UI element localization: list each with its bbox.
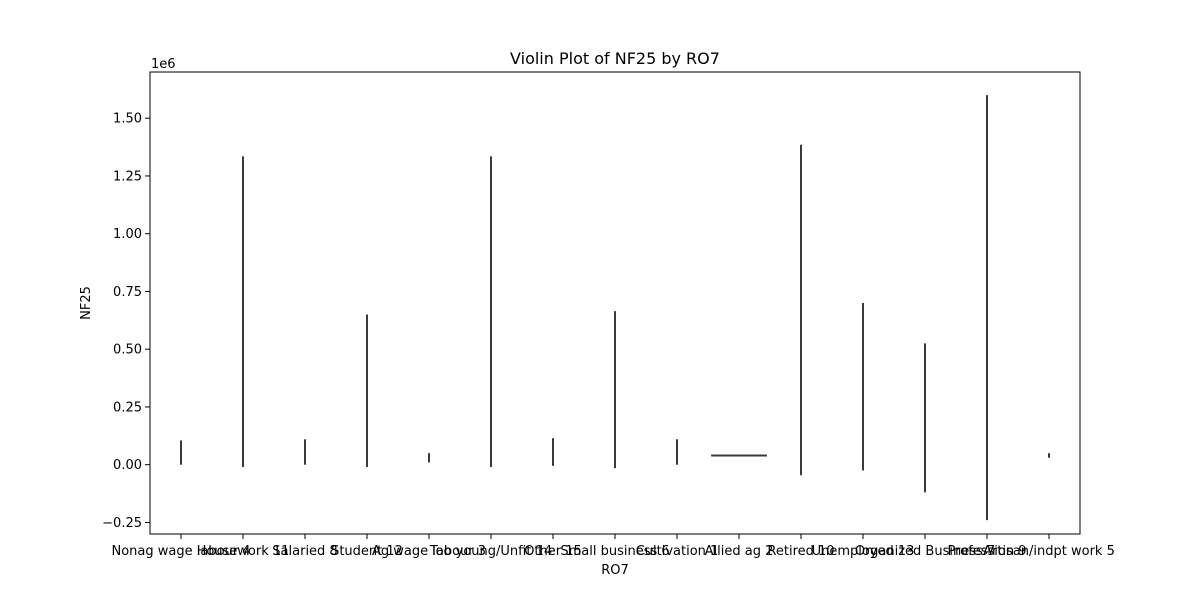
y-tick-label: 0.00 xyxy=(113,458,142,473)
x-tick-label: Organized Business 7 xyxy=(855,544,995,559)
plot-area-frame xyxy=(149,71,1081,535)
x-tick-label: Small business 6 xyxy=(560,544,669,559)
y-tick-label: 0.25 xyxy=(113,400,142,415)
y-tick-label: −0.25 xyxy=(102,516,142,531)
y-tick-label: 0.75 xyxy=(113,285,142,300)
chart-title: Violin Plot of NF25 by RO7 xyxy=(510,49,720,68)
x-tick-label: Nonag wage labour 4 xyxy=(111,544,250,559)
y-axis-ticks: −0.25 0.00 0.25 0.50 0.75 1.00 1.25 1.50 xyxy=(102,112,150,531)
x-tick-label: Artisan/indpt work 5 xyxy=(983,544,1115,559)
y-axis-label: NF25 xyxy=(79,286,94,320)
x-tick-label: Student 12 xyxy=(331,544,403,559)
x-tick-label: Salaried 8 xyxy=(272,544,337,559)
x-tick-label: Housework 11 xyxy=(197,544,290,559)
violin-marks xyxy=(180,95,1050,521)
y-tick-label: 1.25 xyxy=(113,169,142,184)
x-tick-label: Ag wage labour 3 xyxy=(372,544,486,559)
x-tick-label: Too young/Unfit 14 xyxy=(429,544,552,559)
x-tick-label: Retired 10 xyxy=(767,544,834,559)
x-tick-label: Profession 9 xyxy=(948,544,1027,559)
x-tick-label: Cultivation 1 xyxy=(636,544,719,559)
y-tick-label: 1.00 xyxy=(113,227,142,242)
x-tick-label: Allied ag 2 xyxy=(705,544,774,559)
y-tick-label: 1.50 xyxy=(113,112,142,127)
y-tick-label: 0.50 xyxy=(113,343,142,358)
x-axis-label: RO7 xyxy=(601,563,629,578)
y-offset-label: 1e6 xyxy=(151,57,176,72)
x-tick-label: Unemployed 13 xyxy=(812,544,915,559)
x-tick-label: Other 15 xyxy=(524,544,582,559)
